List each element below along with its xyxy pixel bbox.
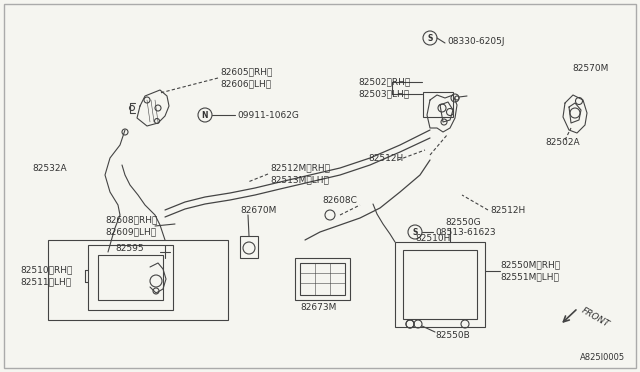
Text: 82551M〈LH〉: 82551M〈LH〉 <box>500 273 559 282</box>
Text: 09911-1062G: 09911-1062G <box>237 110 299 119</box>
Bar <box>295 258 350 300</box>
Text: 82609〈LH〉: 82609〈LH〉 <box>105 228 156 237</box>
Bar <box>98 255 163 300</box>
Bar <box>48 240 228 320</box>
Text: 82670M: 82670M <box>240 205 276 215</box>
Bar <box>88 245 173 310</box>
Text: A825I0005: A825I0005 <box>580 353 625 362</box>
Text: 82532A: 82532A <box>32 164 67 173</box>
Bar <box>300 263 345 295</box>
Text: 82503〈LH〉: 82503〈LH〉 <box>358 90 409 99</box>
Text: 08513-61623: 08513-61623 <box>435 228 495 237</box>
Text: 82550G: 82550G <box>445 218 481 227</box>
Text: 82511〈LH〉: 82511〈LH〉 <box>20 278 71 286</box>
Text: 82550B: 82550B <box>435 330 470 340</box>
Text: 82608C: 82608C <box>322 196 357 205</box>
Text: N: N <box>202 110 208 119</box>
Text: 82513M〈LH〉: 82513M〈LH〉 <box>270 176 329 185</box>
Text: 82502〈RH〉: 82502〈RH〉 <box>358 77 410 87</box>
Text: 82570M: 82570M <box>572 64 609 73</box>
Text: 82595: 82595 <box>115 244 143 253</box>
Text: FRONT: FRONT <box>580 306 611 329</box>
Text: 82550M〈RH〉: 82550M〈RH〉 <box>500 260 560 269</box>
Text: S: S <box>428 33 433 42</box>
Text: 82510〈RH〉: 82510〈RH〉 <box>20 266 72 275</box>
Text: 82606〈LH〉: 82606〈LH〉 <box>220 80 271 89</box>
Bar <box>395 242 485 327</box>
Text: 82673M: 82673M <box>300 304 337 312</box>
Text: 82512M〈RH〉: 82512M〈RH〉 <box>270 164 330 173</box>
Text: 82608〈RH〉: 82608〈RH〉 <box>105 215 157 224</box>
Text: 82510H: 82510H <box>415 234 451 243</box>
Text: 08330-6205J: 08330-6205J <box>447 36 504 45</box>
Bar <box>423 92 453 117</box>
Bar <box>403 250 477 319</box>
Text: 82502A: 82502A <box>545 138 580 147</box>
Bar <box>240 236 258 258</box>
Text: 82605〈RH〉: 82605〈RH〉 <box>220 67 273 77</box>
Text: 82512H: 82512H <box>490 205 525 215</box>
Text: S: S <box>412 228 418 237</box>
Text: 82512H: 82512H <box>368 154 403 163</box>
